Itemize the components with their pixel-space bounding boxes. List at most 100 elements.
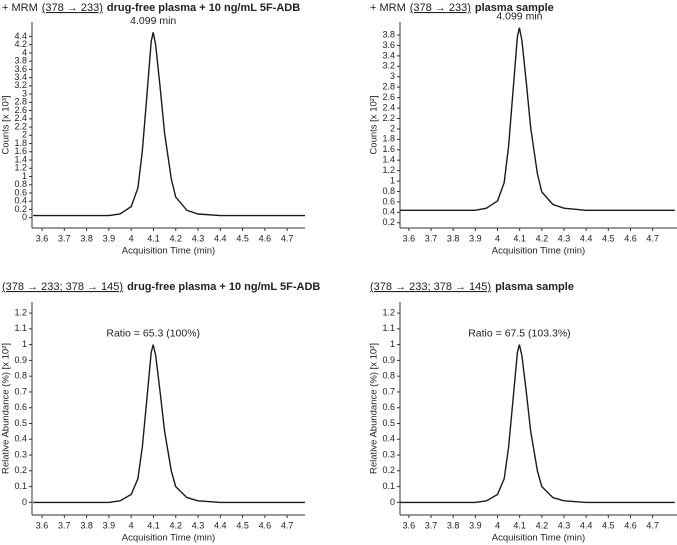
y-tick-label: 2.4 — [14, 113, 27, 123]
trace — [400, 344, 675, 504]
y-tick-label: 2.4 — [382, 102, 395, 112]
annotation: 4.099 min — [496, 11, 542, 23]
x-tick-label: 4.5 — [236, 233, 249, 243]
x-tick-label: 4.4 — [580, 233, 593, 243]
y-tick-label: 2.6 — [14, 105, 27, 115]
x-tick-label: 4.4 — [214, 233, 227, 243]
y-tick-label: 0.1 — [14, 481, 27, 491]
y-tick-label: 1 — [390, 339, 395, 349]
y-tick-label: 3.6 — [14, 64, 27, 74]
x-tick-label: 3.7 — [425, 520, 438, 530]
y-tick-label: 0.2 — [14, 204, 27, 214]
x-tick-label: 4 — [495, 520, 500, 530]
annotation: Ratio = 67.5 (103.3%) — [468, 327, 570, 339]
x-tick-label: 3.9 — [103, 233, 116, 243]
y-tick-label: 3.4 — [382, 50, 395, 60]
x-axis-label: Acquisition Time (min) — [122, 533, 215, 544]
x-tick-label: 4.4 — [580, 520, 593, 530]
y-tick-label: 4 — [22, 47, 27, 57]
y-tick-label: 0 — [22, 212, 27, 222]
panel: (378 → 233; 378 → 145) plasma sample 0 0.1 0… — [369, 281, 677, 544]
y-tick-label: 0.4 — [382, 207, 395, 217]
title-part: + MRM — [370, 2, 406, 14]
title-part: (378 → 233; 378 → 145) — [2, 281, 123, 293]
y-tick-label: 0.8 — [382, 186, 395, 196]
y-tick-label: 0.6 — [382, 402, 395, 412]
x-tick-label: 3.6 — [403, 233, 416, 243]
x-tick-label: 4.7 — [646, 233, 659, 243]
x-tick-label: 4.1 — [513, 520, 526, 530]
y-tick-label: 1.2 — [14, 163, 27, 173]
title-part: (378 → 233; 378 → 145) — [370, 281, 491, 293]
y-tick-label: 3.2 — [14, 80, 27, 90]
title-part: + MRM — [2, 2, 38, 14]
y-tick-label: 0.4 — [14, 434, 27, 444]
y-tick-label: 3.4 — [14, 72, 27, 82]
y-tick-label: 0.2 — [14, 465, 27, 475]
y-axis-label: Relative Abundance (%) [x 10²] — [1, 343, 12, 474]
x-tick-label: 4.6 — [259, 520, 272, 530]
x-tick-label: 3.9 — [469, 520, 482, 530]
y-tick-label: 3.8 — [14, 56, 27, 66]
trace — [400, 27, 675, 212]
title-part: plasma sample — [495, 281, 574, 293]
panel-title: (378 → 233; 378 → 145) drug-free plasma +… — [2, 281, 320, 293]
x-tick-label: 4.7 — [646, 520, 659, 530]
y-tick-label: 0.8 — [14, 371, 27, 381]
y-tick-label: 1 — [22, 339, 27, 349]
y-tick-label: 1 — [390, 175, 395, 185]
x-tick-label: 3.7 — [425, 233, 438, 243]
x-tick-label: 3.9 — [469, 233, 482, 243]
trace — [33, 32, 305, 217]
y-tick-label: 4.2 — [14, 39, 27, 49]
x-tick-label: 3.8 — [80, 520, 93, 530]
x-tick-label: 4.5 — [602, 233, 615, 243]
y-axis-label: Counts [x 10³] — [1, 95, 12, 154]
x-axis-label: Acquisition Time (min) — [122, 246, 215, 257]
panel: (378 → 233; 378 → 145) drug-free plasma +… — [1, 281, 321, 544]
y-tick-label: 0.3 — [382, 449, 395, 459]
y-tick-label: 0.6 — [14, 187, 27, 197]
annotation: 4.099 min — [130, 15, 176, 27]
y-tick-label: 0.8 — [382, 371, 395, 381]
panel-title: + MRM (378 → 233) plasma sample — [370, 2, 554, 14]
y-tick-label: 0.7 — [382, 386, 395, 396]
y-tick-label: 0 — [22, 497, 27, 507]
y-tick-label: 2.2 — [14, 121, 27, 131]
y-tick-label: 0.2 — [382, 217, 395, 227]
title-part: (378 → 233) — [42, 2, 103, 14]
x-tick-label: 4 — [495, 233, 500, 243]
x-tick-label: 4.6 — [624, 520, 637, 530]
y-tick-label: 3.6 — [382, 40, 395, 50]
y-tick-label: 0.3 — [14, 449, 27, 459]
x-tick-label: 3.6 — [36, 233, 49, 243]
y-tick-label: 2 — [22, 130, 27, 140]
x-tick-label: 4.1 — [147, 520, 160, 530]
y-tick-label: 1 — [22, 171, 27, 181]
y-tick-label: 0.4 — [14, 196, 27, 206]
y-tick-label: 0.5 — [14, 418, 27, 428]
y-tick-label: 0.5 — [382, 418, 395, 428]
x-axis-label: Acquisition Time (min) — [492, 533, 585, 544]
x-tick-label: 3.8 — [80, 233, 93, 243]
x-tick-label: 3.9 — [103, 520, 116, 530]
panel: + MRM (378 → 233) plasma sample 0.20.40.60.… — [369, 2, 677, 257]
x-tick-label: 3.7 — [58, 520, 71, 530]
annotation: Ratio = 65.3 (100%) — [106, 327, 200, 339]
x-tick-label: 3.8 — [447, 520, 460, 530]
x-tick-label: 4.6 — [259, 233, 272, 243]
title-part: plasma sample — [475, 2, 554, 14]
x-axis-label: Acquisition Time (min) — [492, 246, 585, 257]
x-tick-label: 3.7 — [58, 233, 71, 243]
x-tick-label: 4 — [129, 520, 134, 530]
x-tick-label: 4.2 — [536, 520, 549, 530]
y-tick-label: 2.8 — [14, 97, 27, 107]
title-part: (378 → 233) — [410, 2, 471, 14]
y-tick-label: 1.4 — [14, 154, 27, 164]
y-tick-label: 0.4 — [382, 434, 395, 444]
y-tick-label: 1.2 — [382, 165, 395, 175]
y-tick-label: 0.2 — [382, 465, 395, 475]
y-axis-label: Counts [x 10²] — [369, 95, 380, 154]
y-tick-label: 1.6 — [14, 146, 27, 156]
